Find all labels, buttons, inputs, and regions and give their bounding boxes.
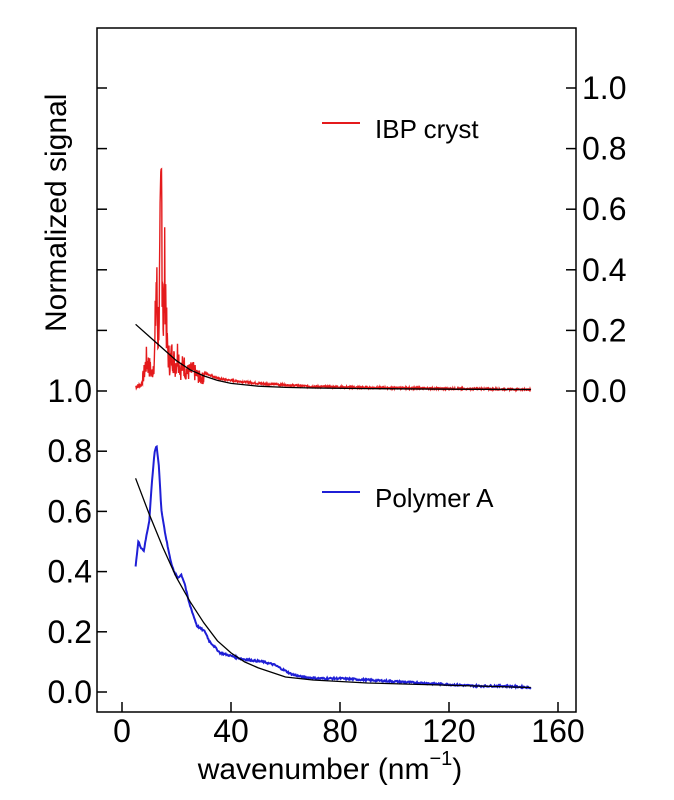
legend: IBP cryst Polymer A — [322, 114, 494, 513]
left-tick-label: 0.0 — [48, 674, 92, 710]
left-tick-label: 0.6 — [48, 493, 92, 529]
left-tick-label: 0.4 — [48, 554, 92, 590]
right-tick-label: 0.6 — [582, 191, 626, 227]
right-tick-label: 0.4 — [582, 252, 626, 288]
left-tick-label: 0.2 — [48, 614, 92, 650]
x-tick-label: 160 — [531, 713, 584, 749]
legend-label-ibp-cryst: IBP cryst — [375, 114, 479, 144]
legend-label-polymer-a: Polymer A — [375, 483, 494, 513]
fit-curve-polymer-a — [134, 478, 531, 689]
axis-tick-labels: 0 40 80 120 160 0.0 0.2 0.4 0.6 0.8 1.0 0.0 0.2 0.4 0.… — [48, 70, 627, 749]
right-tick-label: 1.0 — [582, 70, 626, 106]
x-axis-label-main: wavenumber (nm — [197, 753, 430, 786]
axis-ticks — [97, 87, 576, 712]
series-ibp-cryst — [135, 167, 532, 393]
x-axis-label: wavenumber (nm−1) — [197, 748, 463, 786]
fit-curve-ibp-cryst — [135, 323, 531, 391]
x-tick-label: 40 — [213, 713, 249, 749]
y-axis-label: Normalized signal — [40, 94, 73, 332]
x-axis-label-close: ) — [452, 753, 462, 786]
x-tick-label: 80 — [322, 713, 358, 749]
right-tick-label: 0.2 — [582, 312, 626, 348]
x-axis-label-exponent: −1 — [429, 748, 452, 770]
x-tick-label: 0 — [113, 713, 131, 749]
right-tick-label: 0.8 — [582, 131, 626, 167]
series-lines — [134, 167, 532, 690]
plot-frame — [96, 27, 577, 713]
left-tick-label: 0.8 — [48, 433, 92, 469]
left-tick-label: 1.0 — [48, 373, 92, 409]
x-tick-label: 120 — [422, 713, 475, 749]
right-tick-label: 0.0 — [582, 373, 626, 409]
plot-border — [96, 27, 577, 713]
